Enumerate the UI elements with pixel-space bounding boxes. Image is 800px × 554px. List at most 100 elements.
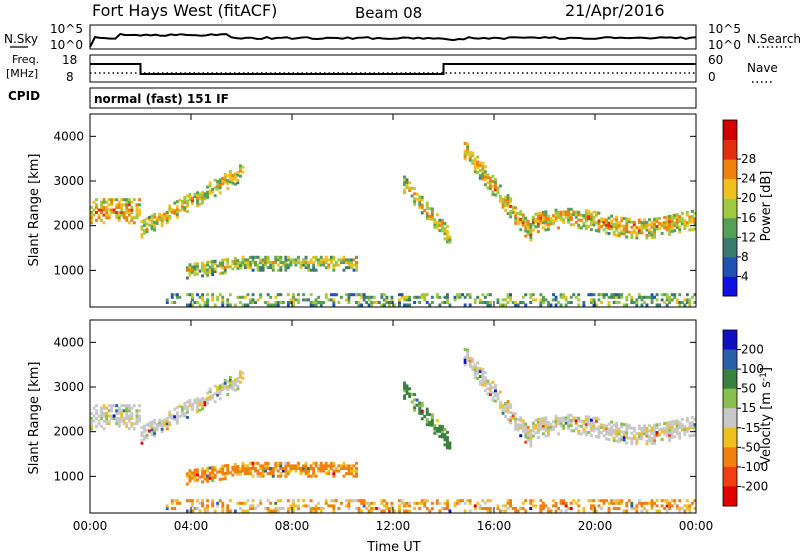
velocity-cell xyxy=(231,387,235,391)
velocity-cell xyxy=(216,501,220,505)
colorbar-tick-label: 50 xyxy=(741,382,756,396)
power-cell xyxy=(236,178,240,182)
power-cell xyxy=(420,295,424,299)
power-cell xyxy=(564,215,568,219)
power-cell xyxy=(239,301,242,304)
velocity-cell xyxy=(688,421,692,425)
velocity-cell xyxy=(441,425,444,429)
power-cell xyxy=(309,258,313,262)
velocity-cell xyxy=(372,501,376,505)
power-cell xyxy=(650,293,654,297)
power-cell xyxy=(201,261,204,265)
velocity-cell xyxy=(617,501,621,505)
velocity-cell xyxy=(509,416,513,420)
x-tick-label: 08:00 xyxy=(275,519,310,533)
power-cell xyxy=(105,213,109,217)
velocity-cell xyxy=(521,501,525,505)
velocity-cell xyxy=(218,499,222,503)
velocity-cell xyxy=(425,423,429,427)
power-cell xyxy=(468,153,472,157)
velocity-cell xyxy=(261,469,265,473)
velocity-cell xyxy=(478,369,482,373)
power-cell xyxy=(193,262,197,266)
power-cell xyxy=(567,220,571,224)
power-cell xyxy=(670,224,674,228)
velocity-cell xyxy=(463,355,467,359)
velocity-cell xyxy=(504,414,507,418)
colorbar-segment xyxy=(723,427,737,448)
velocity-cell xyxy=(221,509,225,513)
power-cell xyxy=(365,295,369,299)
power-cell xyxy=(120,205,124,209)
power-cell xyxy=(643,223,646,227)
velocity-cell xyxy=(544,416,548,420)
power-cell xyxy=(418,295,422,299)
velocity-cell xyxy=(175,421,179,425)
power-cell xyxy=(292,303,295,307)
power-cell xyxy=(630,298,634,302)
power-cell xyxy=(617,301,621,304)
power-cell xyxy=(529,235,533,239)
velocity-cell xyxy=(630,436,634,440)
power-cell xyxy=(590,293,593,297)
power-cell xyxy=(312,255,316,259)
velocity-cell xyxy=(665,499,669,503)
power-cell xyxy=(635,301,639,304)
power-cell xyxy=(448,240,452,244)
velocity-cell xyxy=(554,501,558,505)
velocity-cell xyxy=(685,499,689,503)
power-cell xyxy=(468,293,472,297)
power-cell xyxy=(266,303,270,307)
power-cell xyxy=(266,255,270,259)
velocity-cell xyxy=(547,426,550,430)
velocity-cell xyxy=(620,501,624,505)
power-cell xyxy=(587,209,591,213)
velocity-cell xyxy=(615,426,619,430)
power-cell xyxy=(244,303,247,307)
velocity-cell xyxy=(506,499,510,503)
velocity-cell xyxy=(92,406,96,410)
colorbar-tick-label: 28 xyxy=(741,152,756,166)
power-cell xyxy=(163,212,167,216)
velocity-cell xyxy=(90,424,93,428)
velocity-cell xyxy=(228,376,232,380)
power-cell xyxy=(186,194,189,198)
velocity-cell xyxy=(584,433,588,437)
velocity-cell xyxy=(486,382,490,386)
power-cell xyxy=(223,178,227,182)
power-cell xyxy=(226,301,230,304)
power-cell xyxy=(544,210,548,214)
velocity-cell xyxy=(274,501,278,505)
velocity-cell xyxy=(521,427,525,431)
velocity-cell xyxy=(271,509,275,513)
velocity-cell xyxy=(683,504,687,508)
power-cell xyxy=(488,179,492,183)
cpid-label: CPID xyxy=(8,89,40,103)
velocity-cell xyxy=(259,501,263,505)
power-cell xyxy=(675,298,679,302)
velocity-cell xyxy=(499,405,502,409)
power-cell xyxy=(105,200,109,204)
power-cell xyxy=(438,229,442,232)
velocity-cell xyxy=(191,509,194,513)
power-cell xyxy=(446,237,449,241)
power-cell xyxy=(403,303,406,307)
power-cell xyxy=(577,303,581,307)
power-cell xyxy=(521,295,525,299)
power-cell xyxy=(297,293,300,297)
velocity-cell xyxy=(483,371,487,375)
power-cell xyxy=(547,303,550,307)
velocity-cell xyxy=(496,395,500,398)
power-cell xyxy=(127,200,131,204)
velocity-cell xyxy=(342,464,346,468)
velocity-cell xyxy=(536,425,540,429)
velocity-cell xyxy=(420,409,424,413)
power-cell xyxy=(324,258,328,262)
power-cell xyxy=(665,293,669,297)
velocity-cell xyxy=(582,509,586,513)
power-cell xyxy=(637,218,641,222)
power-cell xyxy=(355,263,358,267)
power-cell xyxy=(256,268,260,272)
power-cell xyxy=(188,195,192,199)
power-cell xyxy=(653,217,656,221)
